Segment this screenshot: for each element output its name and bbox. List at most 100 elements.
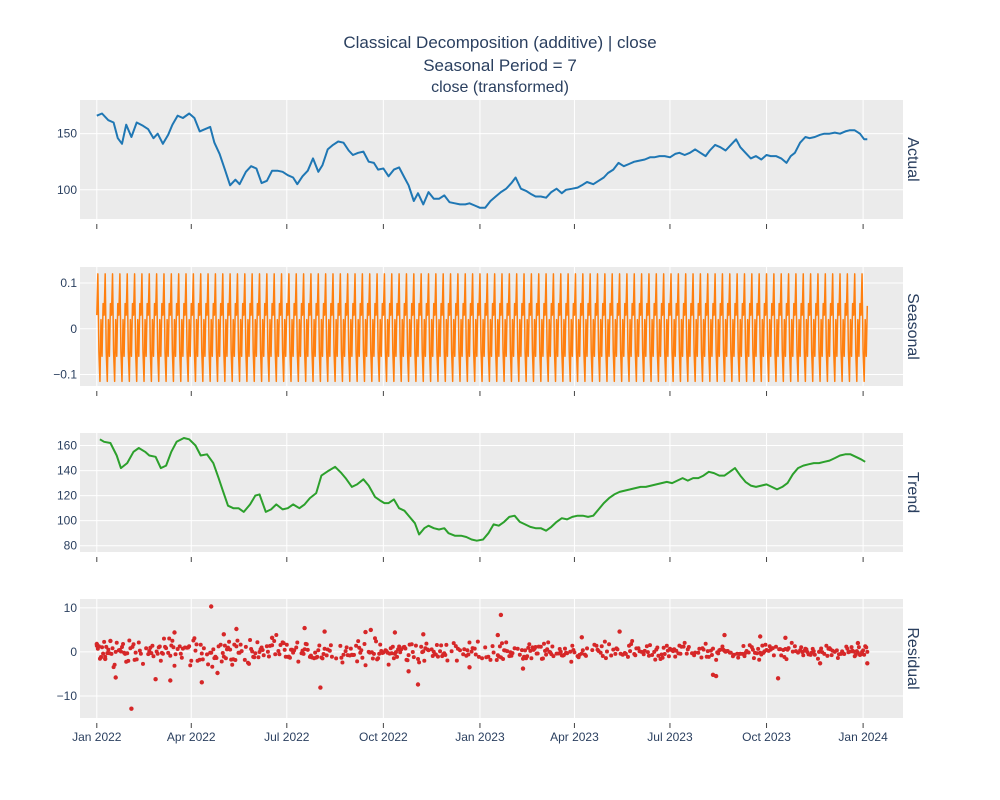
- chart-title: Classical Decomposition (additive) | clo…: [343, 33, 657, 52]
- residual-point: [713, 673, 719, 679]
- residual-point: [170, 638, 175, 643]
- residual-point: [845, 646, 850, 651]
- residual-point: [551, 654, 556, 659]
- residual-point: [461, 652, 466, 657]
- residual-point: [321, 652, 326, 656]
- residual-point: [490, 644, 495, 649]
- residual-point: [865, 661, 870, 666]
- residual-y-tick-label: 0: [70, 645, 77, 659]
- residual-point: [697, 646, 702, 651]
- residual-point: [214, 656, 219, 660]
- residual-point: [451, 641, 456, 646]
- residual-point: [424, 641, 429, 646]
- residual-point: [473, 652, 478, 657]
- x-tick-label: Jul 2023: [647, 730, 693, 744]
- residual-point: [613, 651, 618, 656]
- residual-point: [215, 670, 220, 676]
- residual-point: [134, 657, 139, 662]
- residual-point: [835, 656, 840, 660]
- residual-point: [462, 647, 467, 652]
- residual-point: [756, 646, 761, 651]
- residual-point: [114, 640, 119, 645]
- residual-point: [497, 644, 502, 649]
- residual-point: [520, 666, 526, 671]
- residual-point: [149, 651, 154, 656]
- residual-point: [125, 651, 130, 656]
- residual-point: [817, 661, 823, 666]
- residual-point: [510, 651, 515, 656]
- residual-point: [189, 658, 194, 663]
- trend-series-line: [99, 437, 866, 542]
- residual-point: [302, 647, 307, 652]
- residual-point: [709, 653, 714, 657]
- residual-point: [590, 648, 595, 653]
- residual-point: [417, 660, 422, 665]
- residual-point: [757, 657, 762, 662]
- residual-point: [334, 656, 339, 661]
- residual-point: [250, 649, 255, 654]
- residual-point: [718, 647, 723, 652]
- x-tick-label: Oct 2022: [359, 730, 408, 744]
- residual-point: [472, 646, 477, 651]
- residual-point: [421, 649, 426, 654]
- residual-point: [758, 634, 763, 639]
- residual-point: [242, 657, 247, 662]
- residual-point: [113, 649, 118, 654]
- residual-point: [438, 649, 443, 654]
- residual-point: [409, 642, 414, 647]
- residual-point: [146, 652, 151, 657]
- residual-point: [368, 627, 373, 633]
- residual-point: [171, 645, 176, 650]
- residual-point: [221, 632, 226, 637]
- residual-point: [505, 649, 510, 654]
- residual-point: [653, 657, 658, 662]
- residual-point: [98, 655, 104, 660]
- residual-point: [413, 643, 418, 648]
- actual-y-tick-label: 100: [57, 183, 77, 197]
- residual-point: [266, 654, 271, 659]
- residual-point: [662, 652, 667, 656]
- residual-point: [140, 661, 145, 666]
- residual-panel-label: Residual: [904, 627, 921, 689]
- residual-point: [728, 650, 733, 655]
- residual-point: [851, 649, 856, 654]
- residual-point: [235, 638, 240, 643]
- residual-point: [355, 659, 360, 664]
- residual-point: [856, 645, 861, 650]
- residual-point: [630, 639, 635, 643]
- residual-point: [112, 662, 117, 667]
- residual-point: [458, 648, 463, 653]
- residual-point: [356, 639, 361, 644]
- residual-point: [277, 652, 282, 657]
- residual-point: [177, 644, 182, 649]
- residual-point: [701, 647, 706, 652]
- residual-point: [512, 646, 517, 651]
- residual-point: [265, 649, 270, 654]
- residual-point: [763, 642, 768, 647]
- residual-point: [253, 651, 258, 656]
- residual-point: [392, 630, 398, 635]
- residual-point: [126, 658, 131, 663]
- residual-point: [426, 648, 431, 653]
- residual-point: [706, 654, 711, 659]
- residual-point: [751, 656, 756, 661]
- residual-point: [570, 643, 575, 648]
- residual-point: [173, 652, 178, 657]
- residual-point: [434, 643, 439, 647]
- residual-point: [187, 644, 192, 649]
- residual-point: [133, 650, 138, 655]
- residual-point: [699, 655, 704, 660]
- residual-point: [422, 658, 427, 663]
- residual-point: [579, 635, 584, 640]
- residual-point: [784, 657, 789, 662]
- residual-point: [158, 658, 163, 663]
- residual-point: [454, 658, 459, 663]
- residual-point: [393, 650, 398, 655]
- residual-point: [495, 632, 500, 638]
- residual-point: [179, 655, 184, 660]
- trend-panel-label: Trend: [904, 472, 921, 513]
- residual-point: [778, 647, 783, 652]
- residual-point: [405, 658, 410, 663]
- residual-point: [480, 656, 485, 661]
